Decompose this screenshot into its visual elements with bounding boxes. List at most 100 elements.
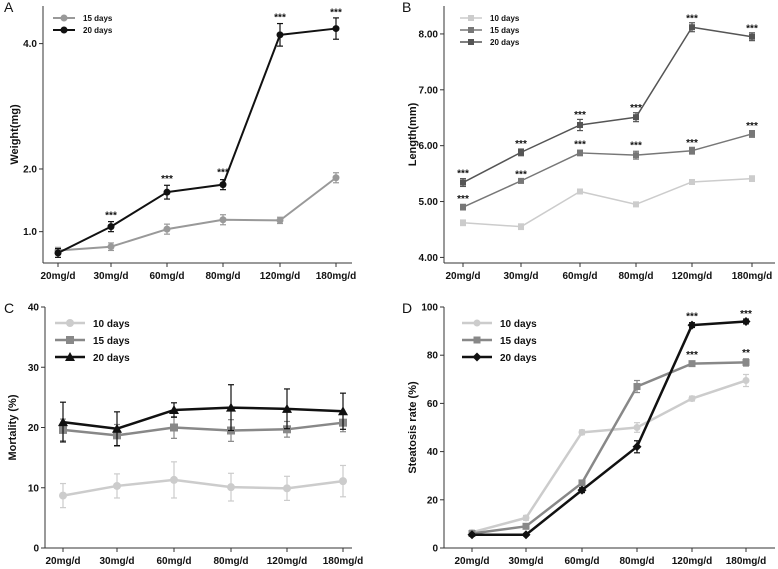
legend-label: 15 days (83, 14, 113, 23)
series-10-days (460, 175, 755, 231)
data-point (283, 425, 291, 434)
y-tick-label: 40 (427, 447, 439, 458)
y-tick-label: 4.00 (419, 253, 439, 264)
data-point (219, 181, 227, 189)
series-line (471, 379, 747, 534)
y-tick-label: 80 (427, 351, 439, 362)
x-tick-label: 180mg/d (323, 556, 364, 567)
x-tick-label: 180mg/d (732, 271, 773, 282)
data-point (577, 485, 587, 495)
legend-label: 20 days (93, 353, 130, 364)
data-point (689, 147, 695, 154)
significance-label: *** (686, 350, 698, 361)
data-point (59, 491, 67, 500)
x-tick-label: 20mg/d (40, 271, 75, 282)
data-point (460, 204, 466, 211)
x-tick-label: 180mg/d (726, 556, 767, 567)
legend-marker (468, 15, 474, 21)
data-point (522, 522, 530, 530)
significance-label: *** (746, 121, 758, 132)
y-axis-label: Length(mm) (407, 102, 419, 166)
data-point (163, 225, 171, 233)
legend-marker (66, 319, 74, 327)
series-line (462, 133, 753, 208)
x-tick-label: 30mg/d (99, 556, 134, 567)
x-tick-label: 30mg/d (508, 556, 543, 567)
data-point (742, 358, 750, 366)
series-line (471, 361, 747, 535)
data-point (741, 316, 751, 326)
significance-label: *** (515, 139, 527, 150)
data-point (276, 216, 284, 224)
data-point (687, 320, 697, 330)
series-15-days (460, 129, 755, 211)
y-tick-label: 0 (33, 544, 39, 555)
legend-marker (60, 14, 68, 22)
data-point (219, 216, 227, 224)
data-point (58, 417, 68, 427)
data-point (332, 25, 340, 33)
series-line (57, 176, 337, 252)
series-20-days (58, 384, 348, 447)
y-tick-label: 2.0 (23, 164, 37, 175)
y-tick-label: 5.00 (419, 197, 439, 208)
x-tick-label: 20mg/d (445, 271, 480, 282)
x-tick-label: 80mg/d (205, 271, 240, 282)
data-point (107, 223, 115, 231)
data-point (749, 33, 755, 40)
data-point (518, 149, 524, 156)
legend-marker (65, 352, 75, 361)
significance-label: *** (105, 210, 117, 221)
series-line (462, 26, 753, 184)
legend-label: 20 days (83, 26, 113, 35)
y-tick-label: 6.00 (419, 141, 439, 152)
legend-marker (473, 319, 481, 327)
significance-label: *** (630, 141, 642, 152)
y-tick-label: 10 (28, 483, 40, 494)
significance-label: *** (457, 169, 469, 180)
series-20-days (54, 17, 340, 258)
legend: 10 days 15 days 20 days (55, 319, 130, 364)
data-point (113, 481, 121, 490)
panel-d: D 0 20 40 60 80 100 20mg/d 30mg/d 60mg/d 80mg/d 120… (402, 300, 775, 567)
data-point (689, 24, 695, 31)
legend-label: 10 days (490, 14, 520, 23)
data-point (518, 177, 524, 184)
data-point (170, 475, 178, 484)
y-tick-label: 40 (28, 303, 40, 314)
data-point (460, 219, 466, 226)
significance-label: *** (574, 140, 586, 151)
significance-label: ** (742, 348, 750, 359)
x-tick-label: 80mg/d (619, 556, 654, 567)
data-point (112, 423, 122, 433)
data-point (107, 243, 115, 251)
legend: 10 days 15 days 20 days (462, 319, 537, 364)
data-point (282, 403, 292, 413)
data-point (633, 201, 639, 208)
y-axis-label: Steatosis rate (%) (407, 381, 419, 474)
series-line (62, 421, 344, 437)
legend-label: 10 days (93, 319, 130, 330)
significance-label: *** (161, 174, 173, 185)
significance-label: *** (574, 110, 586, 121)
data-point (742, 377, 750, 385)
series-10-days (59, 461, 347, 509)
legend-marker (60, 26, 68, 34)
y-axis-label: Mortality (%) (7, 394, 19, 460)
x-tick-label: 120mg/d (267, 556, 308, 567)
y-tick-label: 7.00 (419, 85, 439, 96)
data-point (460, 179, 466, 186)
data-point (339, 477, 347, 486)
data-point (170, 423, 178, 432)
data-point (338, 406, 348, 416)
y-tick-label: 20 (28, 423, 40, 434)
panel-c: C 0 10 20 30 40 20mg/d 30mg/d 60mg/d 80mg/d 120mg/… (4, 300, 363, 567)
panel-letter: A (4, 0, 14, 15)
panel-letter: C (4, 300, 14, 316)
y-tick-label: 4.0 (23, 39, 37, 50)
legend-label: 10 days (500, 319, 537, 330)
data-point (749, 130, 755, 137)
significance-label: *** (217, 168, 229, 179)
y-tick-label: 1.0 (23, 227, 37, 238)
